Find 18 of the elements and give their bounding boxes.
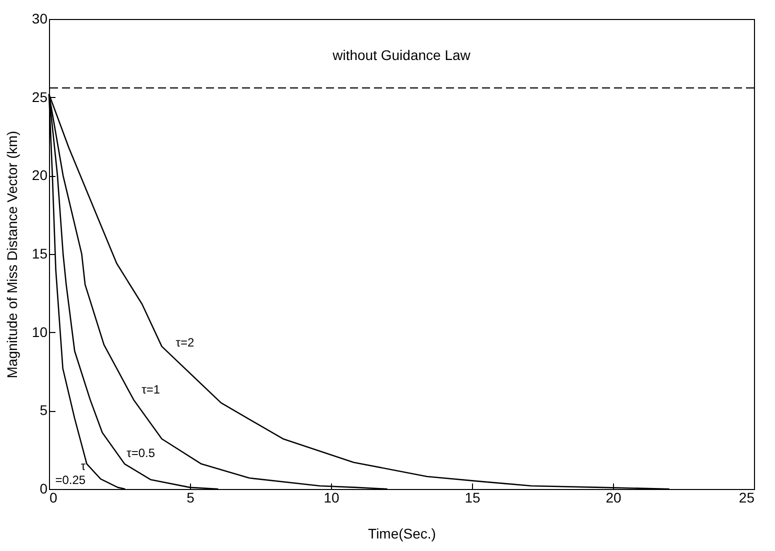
x-tick-label: 15 — [464, 490, 480, 506]
series-label: τ=0.5 — [126, 446, 156, 460]
x-tick-label: 5 — [186, 490, 195, 506]
series-label: τ=2 — [176, 335, 195, 350]
y-tick-label: 30 — [32, 10, 48, 26]
series-label: τ=1 — [142, 382, 160, 397]
y-tick-label: 20 — [32, 167, 48, 184]
x-tick-label: 20 — [606, 490, 622, 506]
ref-line-label: without Guidance Law — [332, 46, 472, 63]
y-tick-label: 25 — [32, 88, 48, 105]
y-tick-label: 10 — [32, 324, 48, 340]
series-label: τ =0.25 — [55, 458, 86, 487]
x-tick-label: 10 — [324, 490, 340, 506]
y-tick-label: 5 — [40, 402, 48, 418]
y-axis-title: Magnitude of Miss Distance Vector (km) — [4, 130, 20, 378]
x-axis-title: Time(Sec.) — [368, 526, 436, 542]
x-tick-label: 25 — [738, 490, 755, 506]
y-tick-label: 15 — [32, 246, 48, 262]
